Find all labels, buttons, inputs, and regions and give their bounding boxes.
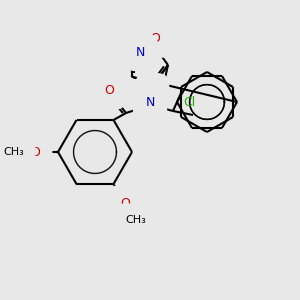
- Text: CH₃: CH₃: [4, 147, 24, 157]
- Text: N: N: [148, 85, 157, 98]
- Text: O: O: [120, 197, 130, 211]
- Text: O: O: [150, 32, 160, 46]
- Text: N: N: [136, 46, 146, 59]
- Text: CH₃: CH₃: [125, 214, 146, 224]
- Text: Cl: Cl: [183, 95, 195, 109]
- Text: O: O: [30, 146, 40, 158]
- Text: O: O: [104, 85, 114, 98]
- Text: N: N: [145, 97, 155, 110]
